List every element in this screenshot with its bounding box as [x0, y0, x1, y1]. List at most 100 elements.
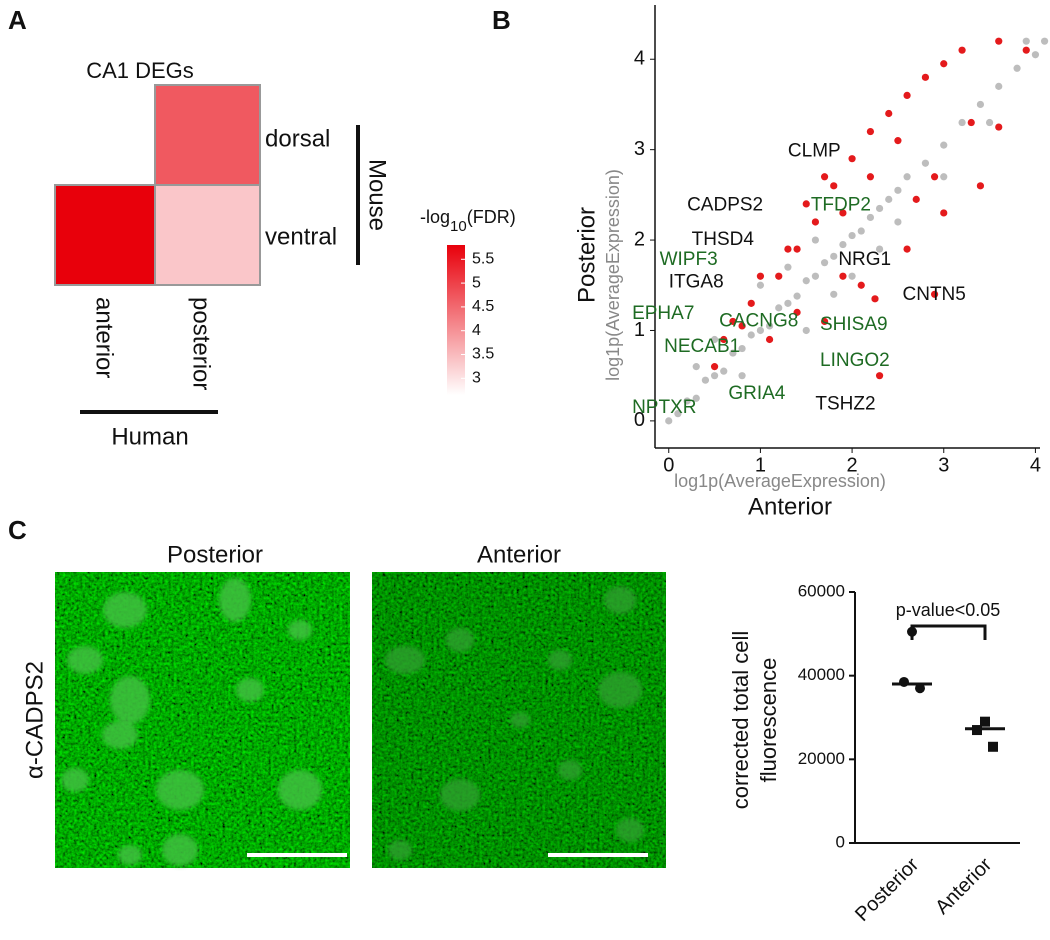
point [692, 394, 700, 402]
point [940, 141, 948, 149]
point [885, 195, 893, 203]
point [710, 363, 719, 371]
point [811, 218, 820, 226]
point [839, 240, 847, 249]
y-tick-label: 3 [634, 138, 645, 160]
point [701, 376, 710, 384]
point [775, 304, 783, 312]
point [692, 363, 700, 371]
colorbar-tick-label: 3.5 [472, 346, 494, 363]
point [720, 335, 728, 344]
point [1040, 37, 1049, 45]
point [915, 683, 925, 694]
row-label: ventral [265, 223, 337, 250]
point [747, 331, 755, 339]
image-ylabel: α-CADPS2 [21, 661, 48, 779]
point [820, 259, 829, 267]
colorbar-title: -log10(FDR) [420, 207, 516, 235]
gene-label: CNTN5 [903, 284, 966, 305]
y-tick-label: 2 [634, 228, 645, 250]
point [976, 182, 985, 190]
y-tick-label: 0 [634, 409, 645, 431]
column-label: anterior [91, 297, 118, 378]
x-tick-label: 0 [663, 454, 674, 476]
y-tick-label: 1 [634, 319, 645, 341]
y-tick-label: 0 [836, 832, 845, 851]
colorbar-tick-label: 4.5 [472, 298, 494, 315]
gene-label: LINGO2 [820, 350, 890, 371]
colorbar-title-part: (FDR) [467, 207, 516, 227]
point [765, 335, 774, 344]
x-axis-sublabel: log1p(AverageExpression) [674, 471, 886, 491]
colorbar-tick-label: 3 [472, 370, 481, 387]
point [674, 410, 682, 418]
column-group-label: Human [111, 423, 188, 450]
point [720, 367, 728, 375]
point [756, 326, 765, 335]
heatmap-cell [154, 184, 261, 286]
point [1031, 51, 1040, 59]
point [811, 272, 820, 280]
colorbar-title-part: -log [420, 207, 450, 227]
point [756, 281, 765, 289]
point [747, 299, 755, 307]
point [802, 326, 810, 335]
micrograph-texture [55, 572, 350, 868]
point [995, 123, 1003, 131]
point [802, 277, 810, 285]
point [1022, 46, 1030, 54]
gene-label: THSD4 [692, 229, 755, 250]
point [940, 60, 948, 68]
gene-label: TFDP2 [811, 195, 871, 216]
panel-label: C [8, 515, 27, 545]
point [940, 209, 948, 217]
x-axis-label: Anterior [748, 493, 832, 520]
point [894, 137, 902, 145]
point [985, 118, 994, 127]
point [866, 173, 875, 181]
point [830, 182, 838, 190]
gene-label: WIPF3 [660, 249, 718, 270]
point [793, 292, 801, 300]
panel-label: A [8, 5, 27, 35]
point [848, 231, 856, 240]
point [784, 263, 792, 271]
point [765, 322, 774, 330]
panel-label: B [492, 5, 511, 35]
point [899, 676, 909, 687]
point [857, 281, 865, 289]
point [710, 372, 719, 380]
significance-label: p-value<0.05 [896, 600, 1001, 620]
point [802, 200, 810, 208]
cell-bodies [61, 578, 322, 866]
micrograph [372, 572, 666, 868]
point [738, 344, 746, 353]
point [793, 245, 801, 253]
point [988, 741, 998, 752]
point [875, 372, 884, 380]
y-axis-label: corrected total cell [728, 631, 753, 810]
point [830, 252, 838, 260]
gene-label: NECAB1 [664, 336, 740, 357]
point [875, 245, 884, 253]
x-tick-label: Posterior [851, 853, 923, 925]
colorbar-tick-label: 5.5 [472, 251, 494, 268]
gene-label: NRG1 [838, 249, 891, 270]
gene-label: GRIA4 [728, 383, 785, 404]
point [995, 82, 1003, 90]
point [958, 46, 966, 54]
colorbar-tick-label: 5 [472, 274, 481, 291]
micrograph [55, 572, 350, 868]
point [857, 227, 865, 235]
x-tick-label: 1 [755, 454, 766, 476]
colorbar-title-part: 10 [450, 218, 467, 235]
point [729, 349, 737, 357]
point [903, 245, 911, 253]
row-label: dorsal [265, 125, 330, 152]
point [866, 213, 875, 222]
y-axis-label: fluorescence [756, 658, 781, 783]
point [912, 195, 920, 203]
point [738, 322, 746, 330]
gene-label: EPHA7 [632, 303, 694, 324]
point [921, 159, 930, 167]
